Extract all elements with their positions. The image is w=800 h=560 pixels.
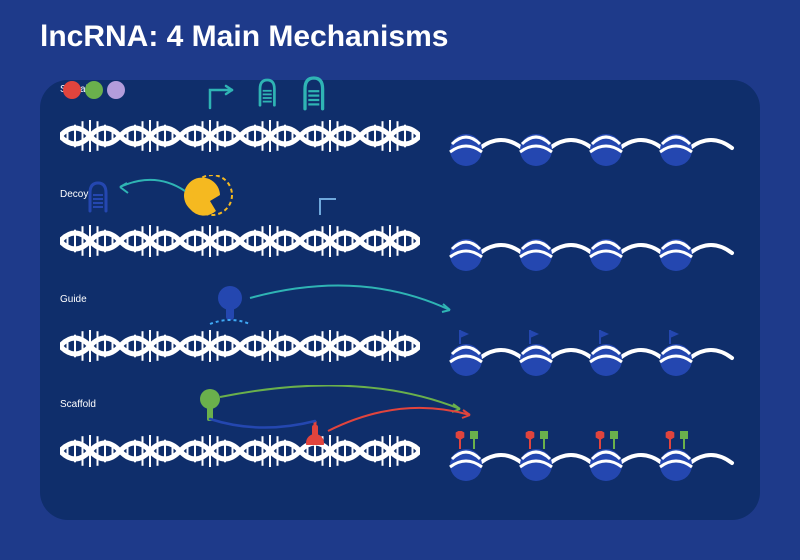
- row-annotations: [60, 175, 740, 235]
- row-annotations: [60, 280, 740, 340]
- row-annotations: [60, 385, 740, 445]
- mechanism-row: Scaffold: [60, 413, 740, 518]
- page-title: lncRNA: 4 Main Mechanisms: [40, 20, 448, 54]
- diagram-panel: SignalDecoyGuideScaffold: [40, 80, 760, 520]
- row-annotations: [60, 70, 740, 130]
- page: lncRNA: 4 Main Mechanisms SignalDecoyGui…: [0, 0, 800, 560]
